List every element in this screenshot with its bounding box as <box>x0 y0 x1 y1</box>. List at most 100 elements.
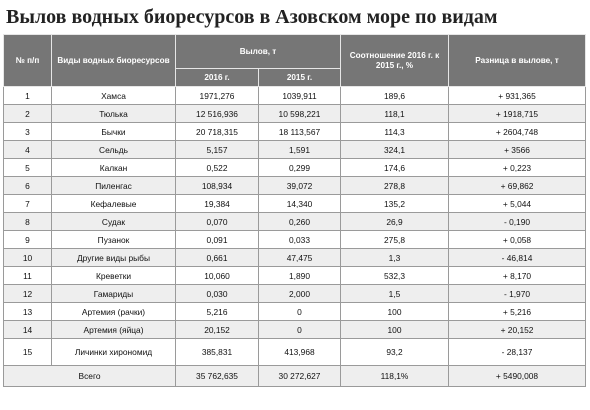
table-row: 4 Сельдь 5,157 1,591 324,1 + 3566 <box>3 140 586 159</box>
total-2016: 35 762,635 <box>175 365 259 387</box>
header-species: Виды водных биоресурсов <box>51 34 176 87</box>
cell-2016: 108,934 <box>175 176 259 195</box>
cell-num: 4 <box>3 140 52 159</box>
cell-diff: + 931,365 <box>448 86 586 105</box>
cell-2015: 1,890 <box>258 266 341 285</box>
cell-num: 7 <box>3 194 52 213</box>
header-diff: Разница в вылове, т <box>448 34 586 87</box>
cell-species: Артемия (яйца) <box>51 320 176 339</box>
cell-2015: 0 <box>258 320 341 339</box>
cell-ratio: 532,3 <box>340 266 449 285</box>
cell-diff: - 0,190 <box>448 212 586 231</box>
cell-num: 1 <box>3 86 52 105</box>
cell-2015: 39,072 <box>258 176 341 195</box>
catch-table: № п/п Виды водных биоресурсов Вылов, т С… <box>3 34 586 387</box>
cell-ratio: 1,5 <box>340 284 449 303</box>
total-2015: 30 272,627 <box>258 365 341 387</box>
cell-species: Пиленгас <box>51 176 176 195</box>
table-row: 15 Личинки хирономид 385,831 413,968 93,2- 2… <box>3 338 586 366</box>
table-row: 14 Артемия (яйца) 20,152 0 100 + 20,152 <box>3 320 586 339</box>
cell-2016: 5,216 <box>175 302 259 321</box>
cell-ratio: 26,9 <box>340 212 449 231</box>
cell-ratio: 189,6 <box>340 86 449 105</box>
cell-species: Сельдь <box>51 140 176 159</box>
cell-diff: - 1,970 <box>448 284 586 303</box>
total-diff: + 5490,008 <box>448 365 586 387</box>
header-2016: 2016 г. <box>175 68 259 87</box>
cell-ratio: 100 <box>340 320 449 339</box>
table-subheader-row: 2016 г. 2015 г. <box>4 68 586 87</box>
cell-2016: 5,157 <box>175 140 259 159</box>
cell-species: Судак <box>51 212 176 231</box>
cell-species: Креветки <box>51 266 176 285</box>
cell-diff: + 5,044 <box>448 194 586 213</box>
cell-ratio: 1,3 <box>340 248 449 267</box>
cell-diff: + 1918,715 <box>448 104 586 123</box>
cell-num: 2 <box>3 104 52 123</box>
table-row: 10 Другие виды рыбы 0,661 47,475 1,3- 46,814 <box>3 248 586 267</box>
cell-species: Артемия (рачки) <box>51 302 176 321</box>
table-row: 13 Артемия (рачки) 5,216 0 100 + 5,216 <box>3 302 586 321</box>
cell-num: 6 <box>3 176 52 195</box>
cell-2015: 47,475 <box>258 248 341 267</box>
table-row: 5 Калкан 0,522 0,299 174,6 + 0,223 <box>3 158 586 177</box>
page-title: Вылов водных биоресурсов в Азовском море… <box>6 6 498 28</box>
cell-2015: 0,299 <box>258 158 341 177</box>
cell-2016: 0,661 <box>175 248 259 267</box>
cell-2015: 413,968 <box>258 338 341 366</box>
cell-species: Другие виды рыбы <box>51 248 176 267</box>
header-catch: Вылов, т <box>175 34 341 69</box>
cell-2016: 0,030 <box>175 284 259 303</box>
cell-2016: 0,522 <box>175 158 259 177</box>
table-row: 7 Кефалевые 19,384 14,340 135,2 + 5,044 <box>3 194 586 213</box>
cell-num: 14 <box>3 320 52 339</box>
cell-species: Калкан <box>51 158 176 177</box>
cell-2016: 0,091 <box>175 230 259 249</box>
cell-diff: + 5,216 <box>448 302 586 321</box>
cell-species: Бычки <box>51 122 176 141</box>
cell-2016: 385,831 <box>175 338 259 366</box>
cell-num: 8 <box>3 212 52 231</box>
cell-species: Пузанок <box>51 230 176 249</box>
table-row: 1 Хамса 1971,276 1039,911 189,6 + 931,365 <box>3 86 586 105</box>
cell-diff: + 8,170 <box>448 266 586 285</box>
cell-2016: 19,384 <box>175 194 259 213</box>
cell-num: 15 <box>3 338 52 366</box>
cell-num: 3 <box>3 122 52 141</box>
cell-species: Личинки хирономид <box>51 338 176 366</box>
table-row: 2 Тюлька 12 516,936 10 598,221 118,1 + 1918,7… <box>3 104 586 123</box>
cell-ratio: 174,6 <box>340 158 449 177</box>
cell-2015: 14,340 <box>258 194 341 213</box>
cell-ratio: 324,1 <box>340 140 449 159</box>
cell-ratio: 100 <box>340 302 449 321</box>
cell-num: 9 <box>3 230 52 249</box>
cell-2015: 18 113,567 <box>258 122 341 141</box>
cell-2015: 1,591 <box>258 140 341 159</box>
cell-num: 12 <box>3 284 52 303</box>
cell-diff: + 0,058 <box>448 230 586 249</box>
cell-2016: 20,152 <box>175 320 259 339</box>
cell-2015: 10 598,221 <box>258 104 341 123</box>
cell-2015: 0 <box>258 302 341 321</box>
cell-diff: + 0,223 <box>448 158 586 177</box>
cell-diff: + 2604,748 <box>448 122 586 141</box>
cell-num: 5 <box>3 158 52 177</box>
cell-num: 10 <box>3 248 52 267</box>
table-row: 3 Бычки 20 718,315 18 113,567 114,3 + 2604,74… <box>3 122 586 141</box>
table-row: 12 Гамариды 0,030 2,000 1,5- 1,970 <box>3 284 586 303</box>
cell-2016: 10,060 <box>175 266 259 285</box>
total-ratio: 118,1% <box>340 365 449 387</box>
cell-diff: + 20,152 <box>448 320 586 339</box>
cell-2016: 1971,276 <box>175 86 259 105</box>
cell-diff: + 3566 <box>448 140 586 159</box>
cell-diff: - 28,137 <box>448 338 586 366</box>
table-row: 6 Пиленгас 108,934 39,072 278,8 + 69,862 <box>3 176 586 195</box>
table-row: 8 Судак 0,070 0,260 26,9- 0,190 <box>3 212 586 231</box>
cell-2016: 20 718,315 <box>175 122 259 141</box>
total-label: Всего <box>3 365 176 387</box>
table-row: 11 Креветки 10,060 1,890 532,3 + 8,170 <box>3 266 586 285</box>
cell-ratio: 114,3 <box>340 122 449 141</box>
table-header-row: № п/п Виды водных биоресурсов Вылов, т С… <box>3 34 586 87</box>
cell-species: Хамса <box>51 86 176 105</box>
header-2015: 2015 г. <box>258 68 341 87</box>
